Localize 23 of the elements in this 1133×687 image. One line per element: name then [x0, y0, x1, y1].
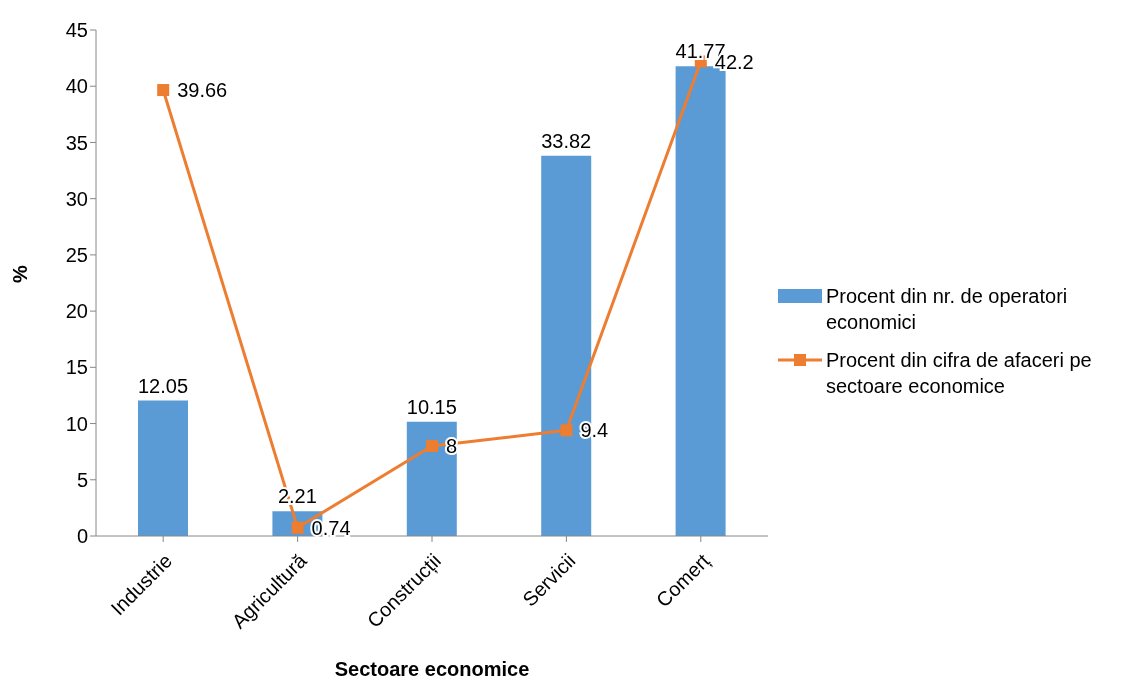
y-tick-label: 40: [65, 75, 88, 98]
data-label: 10.15: [406, 395, 457, 418]
point: [560, 424, 573, 437]
point: [426, 440, 438, 453]
y-tick-label: 30: [65, 187, 88, 210]
legend-label: Procent din nr. de operatori economici: [826, 284, 1069, 335]
point: [157, 84, 170, 97]
bar: [406, 421, 457, 536]
x-axis-title: Sectoare economice: [334, 658, 530, 680]
data-label: 12.05: [137, 374, 189, 397]
data-label: 39.66: [177, 79, 228, 102]
y-tick-label: 5: [76, 468, 88, 491]
y-tick-label: 10: [65, 412, 88, 435]
legend-label: Procent din cifra de afaceri pe sectoare economice: [826, 348, 1093, 399]
y-axis-title: %: [9, 265, 32, 283]
data-label: 33.82: [541, 129, 592, 152]
y-tick-label: 45: [65, 19, 88, 42]
y-tick-label: 0: [76, 525, 88, 548]
y-tick-label: 25: [65, 243, 88, 266]
y-tick-label: 15: [65, 356, 88, 379]
y-tick-label: 20: [65, 300, 88, 323]
y-tick-label: 35: [65, 131, 88, 154]
bar: [138, 400, 188, 536]
